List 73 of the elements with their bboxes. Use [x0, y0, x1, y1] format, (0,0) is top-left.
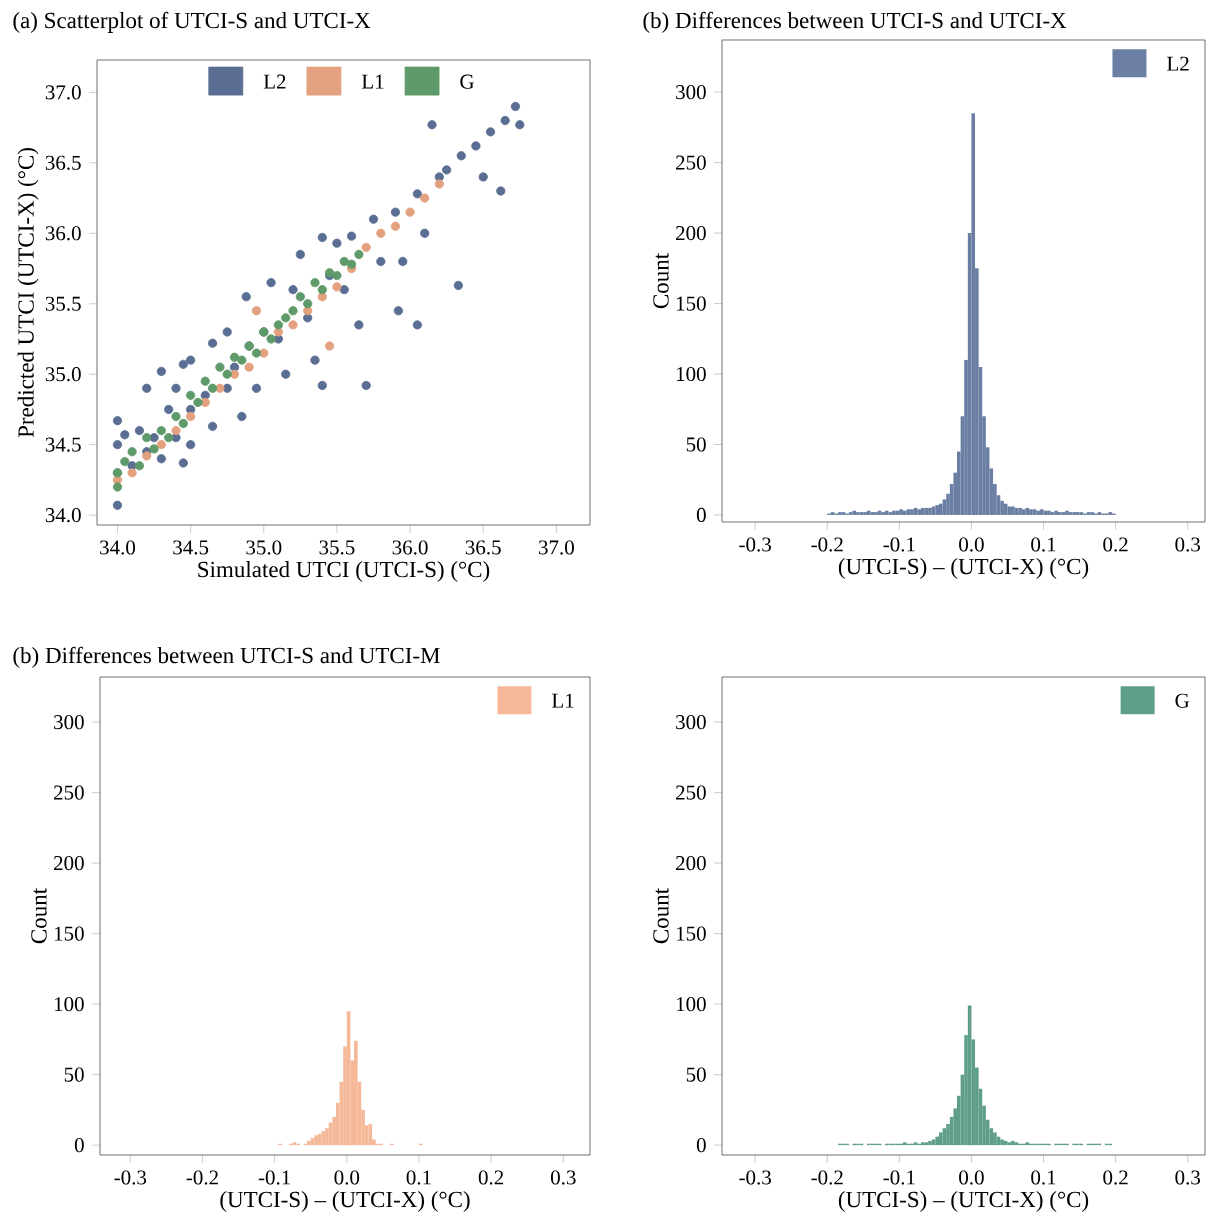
y-tick-label: 100: [54, 997, 84, 1012]
y-tick-label: 35.5: [45, 296, 81, 311]
y-tick-label: 200: [676, 856, 706, 871]
x-tick-label: 35.5: [319, 540, 355, 555]
x-axis-title: (UTCI-S) – (UTCI-X) (°C): [220, 1191, 470, 1212]
x-tick-label: -0.3: [114, 1170, 147, 1185]
y-tick-label: 50: [64, 1067, 84, 1082]
chart-title: (b) Differences between UTCI-S and UTCI-M: [13, 646, 440, 668]
x-tick-label: 0.3: [1175, 537, 1200, 552]
legend-label: G: [460, 74, 474, 89]
y-tick-label: 300: [676, 85, 706, 100]
legend-label: L1: [551, 693, 574, 708]
y-tick-label: 36.0: [45, 226, 81, 241]
y-tick-label: 150: [676, 296, 706, 311]
y-tick-label: 0: [696, 1138, 706, 1153]
x-tick-label: 36.5: [465, 540, 501, 555]
x-tick-label: 37.0: [538, 540, 574, 555]
y-tick-label: 150: [54, 926, 84, 941]
y-tick-label: 35.0: [45, 367, 81, 382]
x-tick-label: -0.2: [811, 1170, 843, 1185]
y-tick-label: 150: [676, 926, 706, 941]
y-axis-title: Count: [653, 253, 669, 309]
y-tick-label: 300: [54, 715, 84, 730]
y-tick-label: 100: [676, 997, 706, 1012]
x-tick-label: 0.2: [1103, 537, 1128, 552]
y-tick-label: 250: [676, 155, 706, 170]
x-tick-label: 0.1: [1031, 1170, 1056, 1185]
x-tick-label: -0.1: [258, 1170, 290, 1185]
x-tick-label: -0.2: [186, 1170, 218, 1185]
y-tick-label: 200: [676, 225, 706, 241]
x-tick-label: 0.1: [1031, 537, 1056, 552]
x-axis-title: (UTCI-S) – (UTCI-X) (°C): [838, 558, 1089, 579]
y-axis-title: Count: [31, 888, 47, 944]
x-tick-label: -0.1: [883, 537, 915, 552]
y-tick-label: 250: [54, 785, 84, 800]
x-tick-label: 35.0: [246, 540, 282, 555]
legend-label: L2: [1167, 56, 1189, 71]
y-tick-label: 50: [686, 1067, 706, 1082]
x-tick-label: 0.2: [478, 1170, 504, 1185]
y-tick-label: 37.0: [45, 85, 81, 100]
y-tick-label: 250: [676, 785, 706, 800]
x-tick-label: 0.0: [959, 1170, 984, 1185]
y-tick-label: 0: [74, 1138, 84, 1153]
legend-label: G: [1175, 693, 1190, 708]
y-tick-label: 100: [676, 366, 706, 382]
y-axis-title: Count: [653, 888, 669, 944]
y-axis-title: Predicted UTCI (UTCI-X) (°C): [17, 148, 39, 438]
y-tick-label: 34.5: [45, 437, 81, 452]
y-tick-label: 50: [686, 437, 706, 452]
x-tick-label: 0.3: [1175, 1170, 1200, 1185]
x-tick-label: 0.3: [550, 1170, 576, 1185]
x-tick-label: 36.0: [392, 540, 428, 555]
x-tick-label: 34.5: [173, 540, 209, 555]
y-tick-label: 34.0: [45, 508, 81, 523]
y-tick-label: 0: [696, 507, 706, 523]
x-tick-label: 0.2: [1103, 1170, 1128, 1185]
y-tick-label: 300: [676, 715, 706, 730]
x-axis-title: Simulated UTCI (UTCI-S) (°C): [198, 561, 490, 582]
x-axis-title: (UTCI-S) – (UTCI-X) (°C): [838, 1191, 1089, 1212]
x-tick-label: 0.0: [959, 537, 984, 552]
chart-title: (b) Differences between UTCI-S and UTCI-X: [643, 11, 1067, 33]
x-tick-label: -0.3: [739, 1170, 771, 1185]
x-tick-label: 0.0: [334, 1170, 360, 1185]
y-tick-label: 200: [54, 856, 84, 871]
chart-title: (a) Scatterplot of UTCI-S and UTCI-X: [13, 11, 371, 33]
x-tick-label: -0.3: [739, 537, 771, 552]
x-tick-label: -0.2: [811, 537, 843, 552]
legend-label: L1: [361, 74, 384, 89]
x-tick-label: -0.1: [883, 1170, 915, 1185]
legend-label: L2: [263, 74, 286, 89]
x-tick-label: 34.0: [100, 540, 136, 555]
y-tick-label: 36.5: [45, 155, 81, 170]
x-tick-label: 0.1: [406, 1170, 431, 1185]
